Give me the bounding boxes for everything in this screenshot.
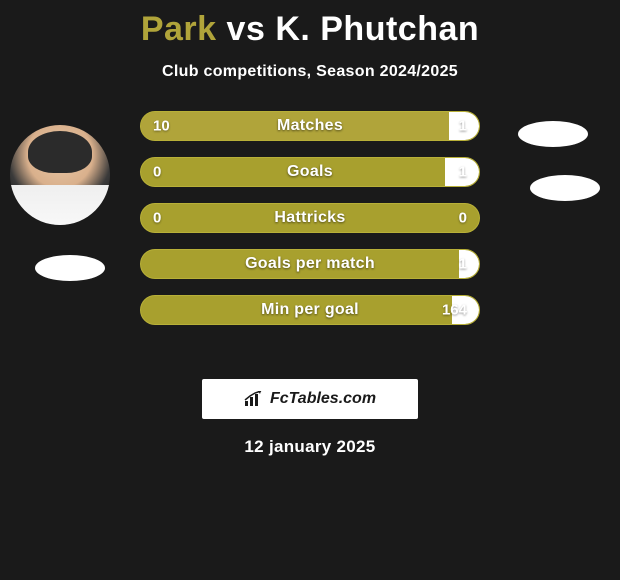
player2-name: K. Phutchan — [275, 10, 479, 48]
player1-flag — [35, 255, 105, 281]
chart-icon — [244, 391, 264, 407]
stat-label: Goals per match — [141, 255, 479, 273]
player2-flag-1 — [518, 121, 588, 147]
stat-bar: 00Hattricks — [140, 203, 480, 233]
player1-name: Park — [141, 10, 217, 48]
watermark-text: FcTables.com — [270, 390, 376, 408]
date: 12 january 2025 — [0, 437, 620, 457]
stat-label: Min per goal — [141, 301, 479, 319]
player2-flag-2 — [530, 175, 600, 201]
stat-label: Matches — [141, 117, 479, 135]
stat-bar: 01Goals — [140, 157, 480, 187]
stat-bar: 164Min per goal — [140, 295, 480, 325]
stat-bar: 101Matches — [140, 111, 480, 141]
vs-separator: vs — [227, 10, 266, 48]
comparison-title: Park vs K. Phutchan — [0, 0, 620, 49]
watermark: FcTables.com — [202, 379, 418, 419]
stat-bar: 1Goals per match — [140, 249, 480, 279]
comparison-layout: 101Matches 01Goals 00Hattricks 1Goals per m… — [0, 111, 620, 371]
stat-label: Hattricks — [141, 209, 479, 227]
player1-avatar — [10, 125, 110, 225]
stat-bars: 101Matches 01Goals 00Hattricks 1Goals per m… — [140, 111, 480, 341]
subtitle: Club competitions, Season 2024/2025 — [0, 63, 620, 81]
stat-label: Goals — [141, 163, 479, 181]
